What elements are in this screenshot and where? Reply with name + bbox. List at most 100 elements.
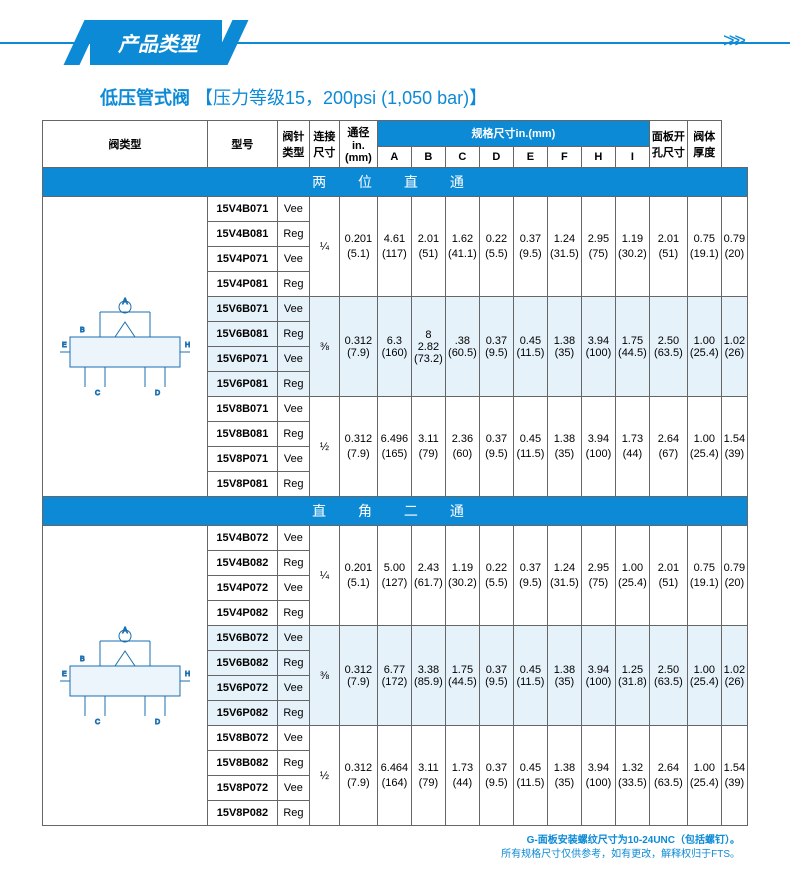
stem-cell: Vee — [277, 626, 309, 651]
dim-cell: 1.24(31.5) — [547, 197, 581, 297]
orifice-cell: 0.201(5.1) — [339, 526, 377, 626]
dim-cell: 0.37(9.5) — [513, 526, 547, 626]
dim-col-F: F — [547, 146, 581, 167]
dim-cell: 1.25(31.8) — [615, 626, 649, 726]
model-cell: 15V4P072 — [207, 576, 277, 601]
dim-cell: 2.01(51) — [411, 197, 445, 297]
dim-cell: 1.00(25.4) — [615, 526, 649, 626]
dim-cell: 2.50(63.5) — [649, 297, 687, 397]
header-bar: 产品类型 >>> — [0, 20, 790, 64]
conn-cell: ½ — [309, 726, 339, 826]
dim-cell: 2.50(63.5) — [649, 626, 687, 726]
model-cell: 15V4B071 — [207, 197, 277, 222]
col-body: 阀体 厚度 — [687, 121, 721, 168]
col-stem: 阀针 类型 — [277, 121, 309, 168]
dim-cell: 1.73(44) — [615, 397, 649, 497]
model-cell: 15V8P081 — [207, 472, 277, 497]
dim-cell: 0.22(5.5) — [479, 197, 513, 297]
dim-cell: 0.37(9.5) — [479, 726, 513, 826]
svg-text:H: H — [185, 342, 190, 349]
svg-text:D: D — [155, 719, 160, 726]
dim-cell: 3.94(100) — [581, 626, 615, 726]
model-cell: 15V8B082 — [207, 751, 277, 776]
stem-cell: Reg — [277, 801, 309, 826]
model-cell: 15V4B081 — [207, 222, 277, 247]
conn-cell: ¼ — [309, 526, 339, 626]
svg-text:D: D — [155, 390, 160, 397]
dim-cell: 0.45(11.5) — [513, 726, 547, 826]
dim-cell: 1.54(39) — [721, 397, 747, 497]
model-cell: 15V4P081 — [207, 272, 277, 297]
dim-cell: 1.38(35) — [547, 726, 581, 826]
dim-cell: 2.95(75) — [581, 197, 615, 297]
stem-cell: Reg — [277, 472, 309, 497]
stem-cell: Reg — [277, 701, 309, 726]
dim-cell: 3.94(100) — [581, 397, 615, 497]
model-cell: 15V4P071 — [207, 247, 277, 272]
stem-cell: Reg — [277, 272, 309, 297]
dim-cell: 1.73(44) — [445, 726, 479, 826]
title-main: 低压管式阀 — [100, 88, 190, 108]
model-cell: 15V4B072 — [207, 526, 277, 551]
stem-cell: Vee — [277, 397, 309, 422]
dim-cell: 1.32(33.5) — [615, 726, 649, 826]
col-dims: 规格尺寸in.(mm) — [377, 121, 649, 147]
svg-text:E: E — [62, 671, 67, 678]
model-cell: 15V6P071 — [207, 347, 277, 372]
svg-text:A: A — [122, 297, 128, 306]
col-orifice: 通径in. (mm) — [339, 121, 377, 168]
dim-cell: 0.37(9.5) — [479, 397, 513, 497]
section-header: 两 位 直 通 — [42, 168, 747, 197]
dim-cell: 0.75(19.1) — [687, 526, 721, 626]
orifice-cell: 0.312(7.9) — [339, 397, 377, 497]
dim-cell: 2.36(60) — [445, 397, 479, 497]
model-cell: 15V8P071 — [207, 447, 277, 472]
model-cell: 15V8B072 — [207, 726, 277, 751]
dim-cell: 0.37(9.5) — [513, 197, 547, 297]
stem-cell: Reg — [277, 551, 309, 576]
model-cell: 15V6B072 — [207, 626, 277, 651]
model-cell: 15V6B081 — [207, 322, 277, 347]
table-row: A B C D E H 15V4B072Vee¼0.201(5.1)5.00(1… — [42, 526, 747, 551]
dim-cell: 0.22(5.5) — [479, 526, 513, 626]
col-type: 阀类型 — [42, 121, 207, 168]
dim-cell: 1.02(26) — [721, 626, 747, 726]
stem-cell: Vee — [277, 347, 309, 372]
conn-cell: ¼ — [309, 197, 339, 297]
stem-cell: Vee — [277, 576, 309, 601]
orifice-cell: 0.201(5.1) — [339, 197, 377, 297]
conn-cell: ⅜ — [309, 626, 339, 726]
dim-cell: 1.00(25.4) — [687, 726, 721, 826]
dim-col-E: E — [513, 146, 547, 167]
svg-text:B: B — [80, 327, 85, 334]
stem-cell: Reg — [277, 601, 309, 626]
dim-cell: 1.19(30.2) — [615, 197, 649, 297]
svg-text:E: E — [62, 342, 67, 349]
dim-cell: 2.64(67) — [649, 397, 687, 497]
model-cell: 15V6P081 — [207, 372, 277, 397]
dim-cell: 2.01(51) — [649, 197, 687, 297]
model-cell: 15V6B082 — [207, 651, 277, 676]
dim-cell: 5.00(127) — [377, 526, 411, 626]
stem-cell: Vee — [277, 526, 309, 551]
dim-cell: 6.496(165) — [377, 397, 411, 497]
dim-cell: 6.464(164) — [377, 726, 411, 826]
dim-col-C: C — [445, 146, 479, 167]
header-tab: 产品类型 — [90, 20, 222, 65]
dim-col-A: A — [377, 146, 411, 167]
model-cell: 15V6B071 — [207, 297, 277, 322]
dim-cell: 0.45(11.5) — [513, 397, 547, 497]
dim-col-H: H — [581, 146, 615, 167]
footnote: G-面板安装螺纹尺寸为10-24UNC（包括螺钉）。 所有规格尺寸仅供参考，如有… — [0, 834, 740, 862]
model-cell: 15V8P072 — [207, 776, 277, 801]
dim-cell: 4.61(117) — [377, 197, 411, 297]
dim-cell: 0.45(11.5) — [513, 297, 547, 397]
stem-cell: Vee — [277, 676, 309, 701]
model-cell: 15V4B082 — [207, 551, 277, 576]
dim-cell: 1.38(35) — [547, 297, 581, 397]
svg-text:H: H — [185, 671, 190, 678]
section-header: 直 角 二 通 — [42, 497, 747, 526]
stem-cell: Vee — [277, 247, 309, 272]
dim-cell: 1.19(30.2) — [445, 526, 479, 626]
model-cell: 15V8P082 — [207, 801, 277, 826]
